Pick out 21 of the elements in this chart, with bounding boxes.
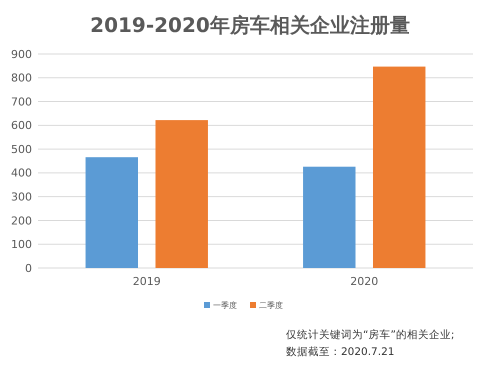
y-tick-label: 900 <box>11 48 32 61</box>
chart-title: 2019-2020年房车相关企业注册量 <box>90 13 410 37</box>
y-tick-label: 700 <box>11 95 32 108</box>
bar <box>155 120 208 268</box>
y-tick-label: 0 <box>25 262 32 275</box>
y-tick-label: 400 <box>11 166 32 180</box>
y-tick-label: 500 <box>11 142 32 156</box>
y-tick-label: 800 <box>11 72 32 85</box>
y-tick-label: 100 <box>11 238 32 252</box>
text: 数据截至：2020.7.21 <box>286 345 394 358</box>
x-tick-label: 2019 <box>132 275 161 288</box>
x-tick-label: 2020 <box>350 275 378 288</box>
y-tick-label: 200 <box>11 214 32 228</box>
y-tick-label: 600 <box>11 119 32 132</box>
bar <box>303 166 356 268</box>
legend-label: 二季度 <box>259 300 283 310</box>
bar <box>372 66 426 268</box>
legend-label: 一季度 <box>213 300 237 310</box>
text: 仅统计关键词为“房车”的相关企业; <box>286 328 454 341</box>
y-tick-label: 300 <box>11 190 32 204</box>
bar <box>86 157 138 268</box>
